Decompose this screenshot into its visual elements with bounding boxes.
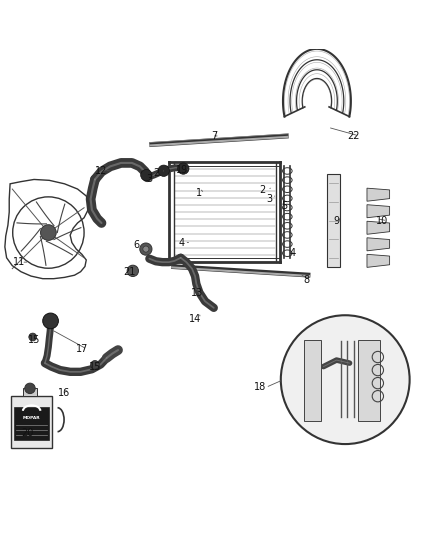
Text: 15: 15 (89, 361, 101, 372)
Text: 21: 21 (124, 266, 136, 277)
Text: 1: 1 (196, 188, 202, 198)
Bar (304, 341, 321, 421)
Polygon shape (367, 254, 390, 268)
Bar (327, 174, 340, 268)
Text: 4: 4 (179, 238, 185, 247)
Text: 18: 18 (254, 383, 266, 392)
Circle shape (29, 333, 37, 341)
Text: 10: 10 (376, 216, 389, 226)
Text: 16: 16 (58, 387, 71, 398)
Circle shape (25, 383, 35, 393)
Circle shape (178, 163, 189, 174)
Text: 2: 2 (259, 185, 266, 195)
Polygon shape (367, 221, 390, 235)
Text: 9: 9 (333, 216, 339, 226)
Text: 20: 20 (21, 428, 34, 438)
Text: 17: 17 (76, 344, 88, 354)
Polygon shape (367, 188, 390, 201)
Text: 19: 19 (176, 165, 188, 175)
Text: 4: 4 (290, 248, 296, 259)
Text: 14: 14 (189, 314, 201, 324)
Circle shape (143, 246, 149, 252)
Text: 3: 3 (266, 194, 272, 204)
FancyBboxPatch shape (11, 396, 52, 448)
Bar (358, 341, 380, 421)
Circle shape (158, 165, 170, 176)
Text: MOPAR: MOPAR (23, 416, 40, 420)
Bar (22, 389, 37, 396)
Circle shape (281, 315, 410, 444)
Text: 3: 3 (146, 174, 152, 184)
Text: 13: 13 (191, 288, 203, 297)
Text: 2: 2 (153, 168, 159, 178)
Polygon shape (367, 205, 390, 218)
Text: 8: 8 (303, 274, 309, 285)
Text: 7: 7 (212, 131, 218, 141)
Text: 15: 15 (28, 335, 40, 345)
Text: 12: 12 (95, 166, 108, 176)
Text: 11: 11 (13, 257, 25, 267)
Text: 22: 22 (348, 131, 360, 141)
Circle shape (141, 169, 152, 181)
Polygon shape (367, 238, 390, 251)
Text: 5: 5 (281, 200, 287, 211)
Circle shape (127, 265, 138, 277)
Circle shape (91, 360, 99, 369)
Text: 6: 6 (133, 240, 139, 250)
Circle shape (140, 243, 152, 255)
Circle shape (43, 313, 58, 329)
Circle shape (41, 225, 56, 240)
Bar (14, 407, 49, 440)
